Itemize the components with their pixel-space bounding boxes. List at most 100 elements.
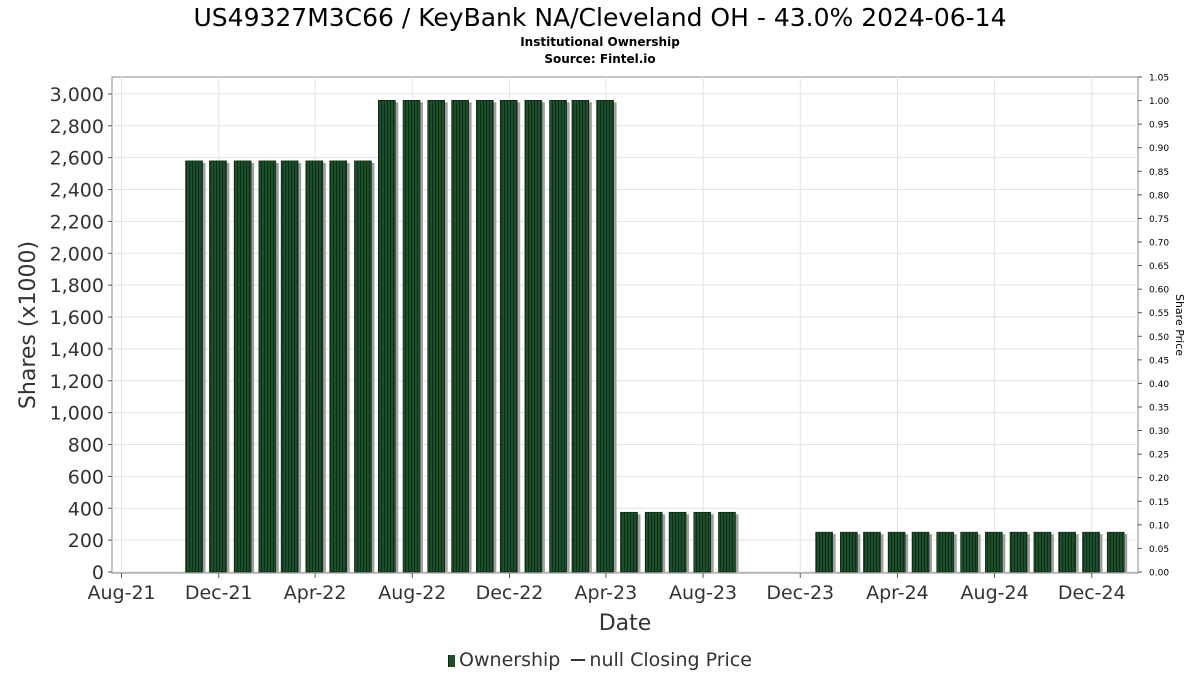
y2-tick-label: 0.20 [1149,474,1169,484]
x-tick-label: Dec-22 [476,582,544,604]
y2-tick-label: 0.40 [1149,380,1169,390]
ownership-bar [499,100,518,573]
legend-closing-price-label: null Closing Price [589,648,752,671]
y2-tick-label: 0.65 [1149,262,1169,272]
y-tick-label: 200 [68,530,104,552]
y-tick-label: 3,000 [50,84,104,106]
ownership-bar [985,531,1003,573]
ownership-bar [280,160,299,573]
ownership-bar [549,100,567,573]
ownership-swatch-icon [448,654,456,667]
y2-tick-label: 0.80 [1149,191,1169,201]
ownership-bar [524,100,543,573]
x-tick-label: Dec-21 [185,582,253,604]
chart-subtitle: Institutional Ownership [520,35,680,49]
y2-tick-label: 1.00 [1149,97,1169,107]
ownership-bar [258,160,277,573]
legend-closing-price: null Closing Price [566,649,752,671]
x-tick-label: Dec-24 [1058,582,1126,604]
ownership-bar [1033,531,1052,573]
y2-tick-label: 0.70 [1149,239,1169,249]
ownership-bar [571,100,590,573]
ownership-bar [596,100,614,573]
y-tick-label: 800 [68,435,104,457]
y-tick-label: 1,800 [50,275,104,297]
ownership-bar [1106,531,1125,573]
ownership-bar [911,531,930,573]
y-tick-label: 1,600 [50,307,104,329]
closing-price-line-icon [571,658,586,661]
y2-tick-label: 0.95 [1149,121,1169,131]
ownership-bar [1009,531,1028,573]
y2-tick-label: 0.45 [1149,356,1169,366]
ownership-bar [936,531,955,573]
legend-ownership-label: Ownership [459,648,561,671]
ownership-bar [815,531,833,573]
x-tick-label: Dec-23 [766,582,834,604]
ownership-bar [1058,531,1076,573]
ownership-bar [887,531,906,573]
x-tick-label: Apr-24 [866,582,929,604]
x-tick-label: Apr-22 [284,582,347,604]
ownership-bar [693,511,712,573]
y2-tick-label: 0.55 [1149,309,1169,319]
x-tick-label: Aug-24 [961,582,1029,604]
y-tick-label: 1,200 [50,371,104,393]
x-tick-label: Apr-23 [575,582,638,604]
ownership-bar [644,511,663,573]
y-tick-label: 0 [92,562,104,584]
ownership-bar [840,531,858,573]
y2-tick-label: 0.25 [1149,451,1169,461]
ownership-bar [209,160,227,573]
y-tick-label: 1,400 [50,339,104,361]
y2-axis-ticks: 0.00 0.05 0.10 0.15 0.20 0.25 0.30 0.35 0.40 0.45… [1138,74,1169,579]
y-tick-label: 600 [68,466,104,488]
y-axis-label: Shares (x1000) [16,241,41,409]
ownership-bar [863,531,881,573]
chart-source: Source: Fintel.io [544,52,656,66]
ownership-bar [329,160,348,573]
y2-tick-label: 0.30 [1149,427,1169,437]
x-tick-label: Aug-21 [87,582,155,604]
y2-tick-label: 0.60 [1149,286,1169,296]
chart-title: US49327M3C66 / KeyBank NA/Cleveland OH -… [193,3,1007,32]
y2-axis-label: Share Price [1173,294,1186,356]
y2-tick-label: 0.90 [1149,144,1169,154]
ownership-bar [668,511,687,573]
legend-ownership: Ownership [448,649,560,671]
ownership-bar [354,160,372,573]
y-tick-label: 400 [68,498,104,520]
y-tick-label: 2,400 [50,180,104,202]
x-tick-label: Aug-22 [378,582,446,604]
ownership-bar [305,160,324,573]
ownership-bars [185,100,1128,573]
y2-tick-label: 0.85 [1149,168,1169,178]
ownership-bar [620,511,638,573]
ownership-bar [233,160,252,573]
ownership-bar [718,511,736,573]
y2-tick-label: 0.05 [1149,545,1169,555]
y2-tick-label: 0.75 [1149,215,1169,225]
y2-tick-label: 0.10 [1149,521,1169,531]
ownership-bar [427,100,446,573]
y-tick-label: 1,000 [50,403,104,425]
ownership-bar [378,100,396,573]
y-axis-ticks: 0 200 400 600 800 1,000 1,200 1,400 1,600 1,800 2,… [50,84,112,584]
chart-legend: Ownership null Closing Price [0,648,1200,671]
y-tick-label: 2,600 [50,148,104,170]
y2-tick-label: 1.05 [1149,74,1169,84]
ownership-bar [476,100,494,573]
y-tick-label: 2,800 [50,116,104,138]
y2-tick-label: 0.15 [1149,498,1169,508]
x-tick-label: Aug-23 [669,582,737,604]
y2-tick-label: 0.50 [1149,333,1169,343]
ownership-bar [451,100,469,573]
ownership-bar [402,100,421,573]
x-axis-label: Date [599,611,652,636]
y-tick-label: 2,000 [50,243,104,265]
ownership-bar [185,160,203,573]
ownership-bar [1082,531,1100,573]
y-tick-label: 2,200 [50,211,104,233]
x-axis-ticks: Aug-21 Dec-21 Apr-22 Aug-22 Dec-22 Apr-23 Aug-… [87,573,1126,604]
